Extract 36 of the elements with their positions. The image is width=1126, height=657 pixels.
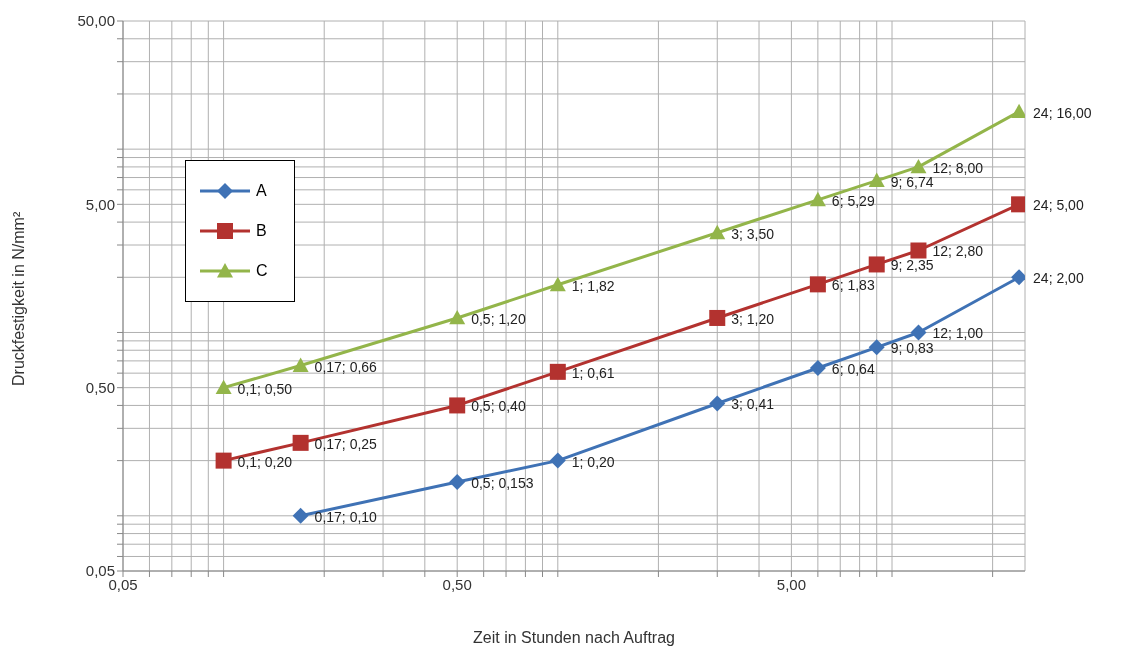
y-tick-label: 0,50 [85,378,115,396]
data-label: 0,17; 0,10 [314,508,378,525]
y-tick-label: 5,00 [85,195,115,213]
data-label: 6; 5,29 [831,192,875,209]
data-label: 24; 5,00 [1033,197,1084,214]
data-label: 0,5; 0,153 [471,474,534,491]
data-label: 12; 2,80 [932,243,984,260]
y-tick-label: 50,00 [77,12,115,30]
data-label: 3; 0,41 [731,396,775,413]
legend-label: B [256,222,267,240]
data-label: 9; 6,74 [890,173,934,190]
data-label: 9; 2,35 [890,257,934,274]
y-axis-title: Druckfestigkeit in N/mm² [9,211,27,386]
x-axis-title: Zeit in Stunden nach Auftrag [473,629,675,646]
data-label: 0,1; 0,20 [237,453,293,470]
data-label: 0,17; 0,25 [314,435,378,452]
data-label: 0,5; 0,40 [471,398,526,415]
data-label: 6; 0,64 [831,361,875,378]
data-label: 1; 1,82 [571,277,615,294]
data-label: 3; 3,50 [731,225,775,242]
data-label: 9; 0,83 [890,340,934,357]
data-label: 0,5; 1,20 [471,310,526,327]
x-tick-label: 0,50 [442,575,472,593]
data-label: 0,17; 0,66 [314,358,378,375]
data-label: 1; 0,20 [571,453,615,470]
data-label: 0,1; 0,50 [237,380,293,397]
data-label: 24; 16,00 [1033,104,1092,121]
x-tick-label: 5,00 [776,575,806,593]
data-label: 3; 1,20 [731,310,775,327]
data-label: 1; 0,61 [571,364,615,381]
data-label: 6; 1,83 [831,277,875,294]
data-label: 12; 1,00 [932,325,984,342]
data-label: 24; 2,00 [1033,270,1084,287]
legend-label: C [256,262,268,280]
data-label: 12; 8,00 [932,159,984,176]
legend-label: A [256,182,267,200]
